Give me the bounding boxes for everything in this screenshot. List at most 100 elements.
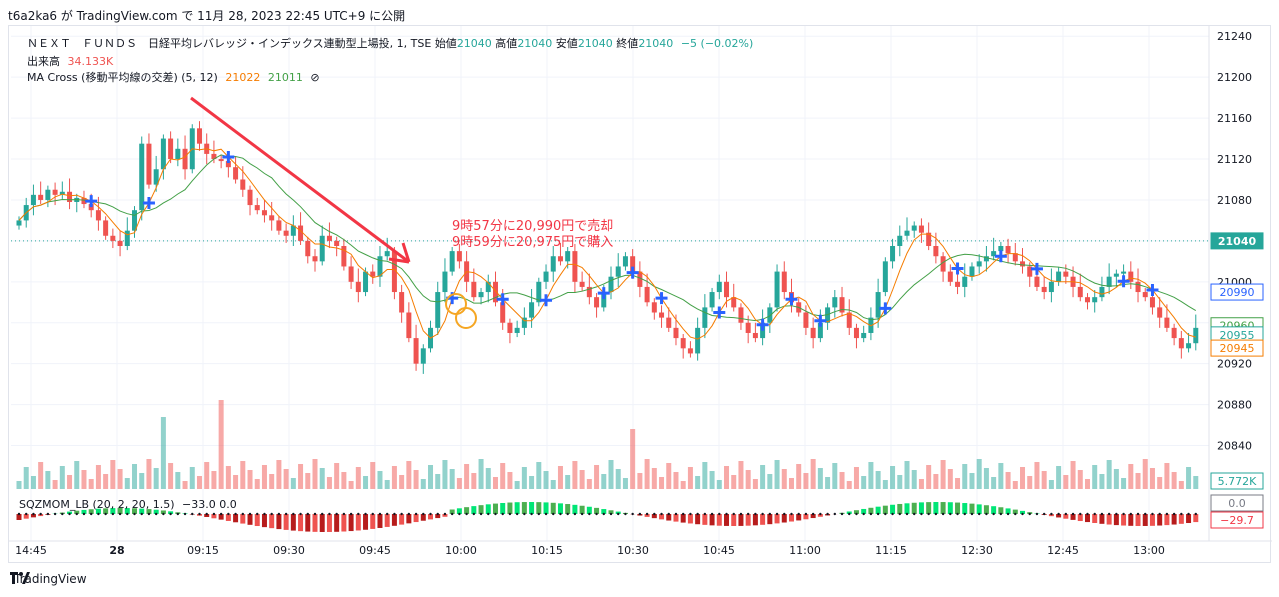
candle-body [247,189,253,206]
candle-body [983,256,989,262]
volume-bar [355,467,361,489]
squeeze-dot [407,512,411,516]
volume-bar [139,473,145,489]
volume-bar [695,476,701,489]
volume-value: 34.133K [67,55,114,68]
volume-bar [998,463,1004,489]
squeeze-dot [68,512,71,516]
momentum-bar [810,514,816,519]
squeeze-dot [862,512,865,516]
volume-bar [442,460,448,489]
squeeze-dot [82,512,86,516]
ohlc-value: 21040 [577,37,613,50]
volume-bar [601,474,607,489]
candle-body [132,210,138,231]
candle-body [1099,286,1105,298]
candle-body [1027,266,1033,277]
squeeze-dot [357,512,360,516]
candle-body [1121,271,1127,274]
time-tick-label: 11:15 [875,544,907,557]
hide-indicator-icon[interactable]: ⊘ [310,71,320,84]
volume-bar [955,478,961,489]
squeeze-dot [1180,512,1183,516]
squeeze-dot [227,512,230,516]
momentum-bar [413,514,419,523]
volume-bar [565,475,571,489]
candle-body [680,338,686,349]
squeeze-dot [1100,512,1104,516]
momentum-bar [594,507,600,514]
candle-body [543,271,549,282]
tradingview-footer[interactable]: TradingView [10,572,87,586]
momentum-bar [991,506,997,514]
momentum-bar [803,514,809,520]
momentum-bar [276,514,282,530]
volume-bar [146,459,152,489]
squeeze-dot [328,512,331,516]
candle-body [1106,276,1112,287]
ma-cross-marker [496,293,509,306]
candle-body [615,266,621,277]
time-tick-label: 10:00 [445,544,477,557]
volume-bar [1027,476,1033,489]
momentum-bar [290,514,296,531]
squeeze-dot [306,512,309,516]
squeeze-dot [205,512,208,516]
ma-cross-marker [951,262,964,275]
candle-body [731,297,737,308]
volume-bar [760,465,766,489]
symbol-title: ＮＥＸＴ ＦＵＮＤＳ 日経平均レバレッジ・インデックス連動型上場投, 1, TS… [27,37,432,50]
candle-body [377,256,383,277]
chart-panel[interactable]: 2124021200211602112021080210402100020960… [8,25,1272,564]
candle-body [550,256,556,272]
candle-body [565,251,571,262]
candle-body [1012,253,1018,262]
price-label-box [1210,511,1264,529]
squeeze-dot [552,512,555,516]
momentum-bar [529,502,535,514]
momentum-bar [377,514,383,528]
ma-legend: MA Cross (移動平均線の交差) (5, 12) 21022 21011 … [27,69,320,85]
candle-body [103,220,109,236]
squeeze-dot [804,512,808,516]
candlestick-chart[interactable]: 2124021200211602112021080210402100020960… [9,26,1272,564]
candle-body [110,235,116,241]
volume-bar [240,461,246,489]
volume-bar [796,464,802,489]
momentum-bar [890,504,896,514]
volume-bar [1157,477,1163,489]
volume-bar [211,471,217,489]
squeeze-dot [732,512,735,516]
momentum-bar [507,502,513,514]
momentum-bar [680,514,686,523]
squeeze-dot [212,512,216,516]
momentum-bar [601,509,607,514]
volume-bar [529,476,535,489]
squeeze-dot [653,512,656,516]
momentum-bar [420,514,426,521]
price-label-box [1210,494,1264,512]
volume-bar [1149,468,1155,489]
squeeze-dot [660,512,663,516]
volume-bar [153,468,159,489]
volume-bar [853,467,859,489]
candle-body [724,281,730,298]
volume-bar [471,473,477,489]
price-label-text: 0.0 [1228,497,1246,510]
volume-bar [608,460,614,489]
momentum-bar [355,514,361,531]
ma-cross-marker [814,314,827,327]
volume-bar [724,466,730,489]
volume-bar [991,477,997,489]
momentum-bar [225,514,231,521]
squeeze-dot [819,512,822,516]
squeeze-dot [1086,512,1089,516]
volume-bar [16,481,22,489]
squeeze-dot [1115,512,1118,516]
candle-body [240,179,246,190]
candle-body [211,153,217,160]
volume-bar [521,467,527,489]
volume-bar [651,468,657,489]
candle-body [738,307,744,323]
momentum-bar [247,514,253,525]
